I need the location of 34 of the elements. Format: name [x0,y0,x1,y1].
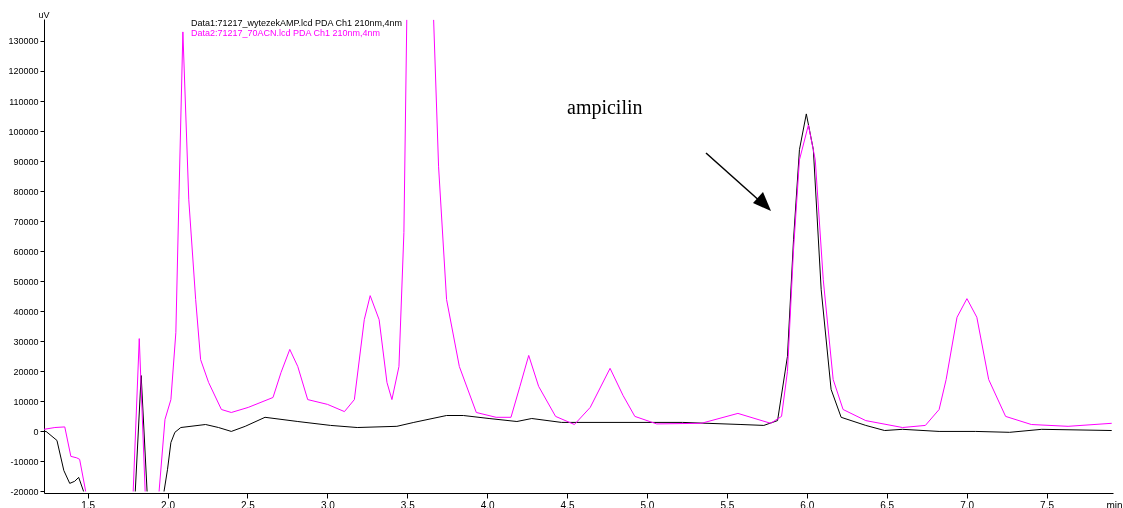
y-tick-label: 90000 [13,156,39,167]
x-tick-label: 1.5 [81,499,96,508]
series-label: Data2:71217_70ACN.lcd PDA Ch1 210nm,4nm [191,28,381,38]
y-tick-label: 120000 [8,66,39,77]
y-tick-label: 0 [33,426,39,437]
y-tick-label: 60000 [13,246,39,257]
y-tick-label: 80000 [13,186,39,197]
y-tick-label: 40000 [13,306,39,317]
y-tick-label: 70000 [13,216,39,227]
y-tick-label: 20000 [13,366,39,377]
x-tick-label: 2.0 [161,499,176,508]
x-axis-title: min [1106,499,1123,508]
x-tick-label: 4.0 [480,499,496,508]
x-tick-label: 3.0 [320,499,336,508]
x-tick-label: 7.5 [1040,499,1055,508]
x-tick-label: 6.0 [800,499,815,508]
x-tick-label: 5.0 [640,499,655,508]
y-tick-label: -10000 [10,456,39,467]
y-tick-label: 10000 [13,396,39,407]
y-tick-label: 50000 [13,276,39,287]
y-tick-label: -20000 [10,487,39,497]
y-tick-label: 110000 [9,96,39,107]
x-tick-label: 7.0 [960,499,975,508]
text: Data1:71217_wytezekAMP.lcd PDA Ch1 210nm,4nm [191,18,402,28]
x-tick-label: 3.5 [400,499,416,508]
x-tick-label: 5.5 [720,499,735,508]
annotation: ampicilin [567,96,643,119]
x-tick-label: 6.5 [880,499,895,508]
y-tick-label: 100000 [8,126,39,137]
y-tick-label: 130000 [8,36,39,47]
y-tick-label: 30000 [13,336,39,347]
y-axis-title: uV [38,9,50,20]
x-tick-label: 2.5 [240,499,256,508]
x-tick-label: 4.5 [560,499,575,508]
